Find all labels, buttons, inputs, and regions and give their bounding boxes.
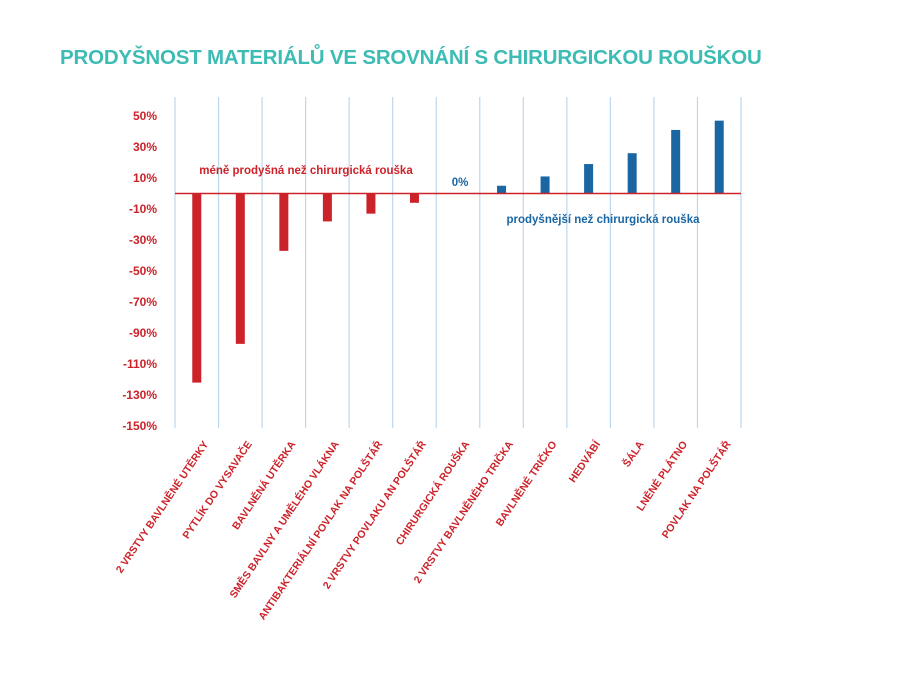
y-tick-label: -130%: [122, 388, 157, 402]
bar: [671, 129, 681, 194]
bar: [235, 193, 245, 344]
y-tick-label: -150%: [122, 419, 157, 433]
annotation-negative: méně prodyšná než chirurgická rouška: [199, 165, 413, 177]
y-tick-label: 30%: [133, 140, 157, 154]
y-tick-label: 10%: [133, 171, 157, 185]
x-tick-label: CHIRURGICKÁ ROUŠKA: [393, 438, 473, 548]
chart-title: PRODYŠNOST MATERIÁLŮ VE SROVNÁNÍ S CHIRU…: [60, 46, 762, 69]
bar: [540, 176, 550, 194]
x-tick-label: ŠÁLA: [620, 438, 647, 469]
bar: [409, 193, 419, 203]
bar: [192, 193, 202, 383]
bar: [714, 120, 724, 194]
y-tick-label: -90%: [129, 326, 157, 340]
y-tick-label: -110%: [123, 357, 157, 371]
bar: [497, 185, 507, 194]
bar: [279, 193, 289, 251]
x-tick-label: HEDVÁBÍ: [566, 438, 604, 485]
annotation-zero: 0%: [452, 177, 469, 189]
bar: [627, 153, 637, 194]
y-tick-label: -10%: [129, 202, 157, 216]
bar: [584, 164, 594, 194]
y-tick-label: -70%: [129, 295, 157, 309]
y-tick-label: -30%: [129, 233, 157, 247]
bar: [366, 193, 376, 214]
y-tick-label: -50%: [129, 264, 157, 278]
y-tick-label: 50%: [133, 109, 157, 123]
annotation-positive: prodyšnější než chirurgická rouška: [506, 214, 700, 226]
x-tick-label: 2 VRSTVY BAVLNĚNÉ UTĚRKY: [113, 438, 211, 575]
bar: [322, 193, 332, 222]
